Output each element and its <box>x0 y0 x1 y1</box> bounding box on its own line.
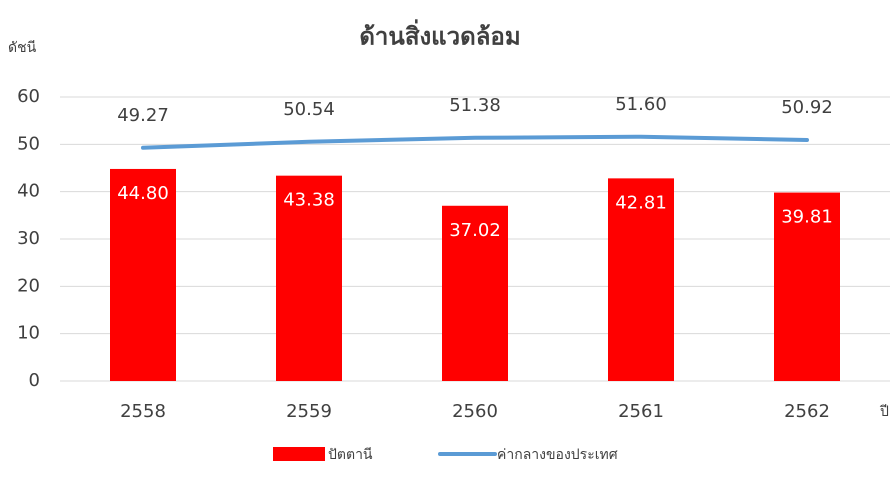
y-tick-label: 20 <box>17 275 40 296</box>
legend-swatch <box>273 447 325 461</box>
data-label: 51.38 <box>449 95 501 116</box>
x-tick-label: 2561 <box>618 401 664 422</box>
data-label: 42.81 <box>615 192 667 213</box>
x-axis-label: ปี <box>880 404 889 420</box>
legend-label: ปัตตานี <box>328 447 373 463</box>
x-tick-label: 2560 <box>452 401 498 422</box>
x-tick-label: 2562 <box>784 401 830 422</box>
x-tick-label: 2559 <box>286 401 332 422</box>
y-tick-label: 60 <box>17 86 40 107</box>
y-tick-label: 10 <box>17 323 40 344</box>
y-tick-label: 30 <box>17 228 40 249</box>
data-label: 51.60 <box>615 94 667 115</box>
x-tick-label: 2558 <box>120 401 166 422</box>
bar <box>608 178 674 381</box>
data-label: 50.54 <box>283 99 335 120</box>
data-label: 43.38 <box>283 190 335 211</box>
bar <box>442 205 508 381</box>
legend-label: ค่ากลางของประเทศ <box>497 447 618 463</box>
data-label: 49.27 <box>117 105 169 126</box>
chart-title: ด้านสิ่งแวดล้อม <box>359 19 520 51</box>
y-tick-label: 50 <box>17 133 40 154</box>
y-axis-label: ดัชนี <box>8 40 37 56</box>
data-label: 37.02 <box>449 220 501 241</box>
data-label: 39.81 <box>781 207 833 228</box>
y-tick-label: 0 <box>29 370 40 391</box>
line <box>141 134 809 150</box>
bar <box>276 175 342 381</box>
data-label: 44.80 <box>117 183 169 204</box>
y-tick-label: 40 <box>17 181 40 202</box>
bar <box>774 192 840 381</box>
data-label: 50.92 <box>781 97 833 118</box>
bar <box>110 168 176 381</box>
